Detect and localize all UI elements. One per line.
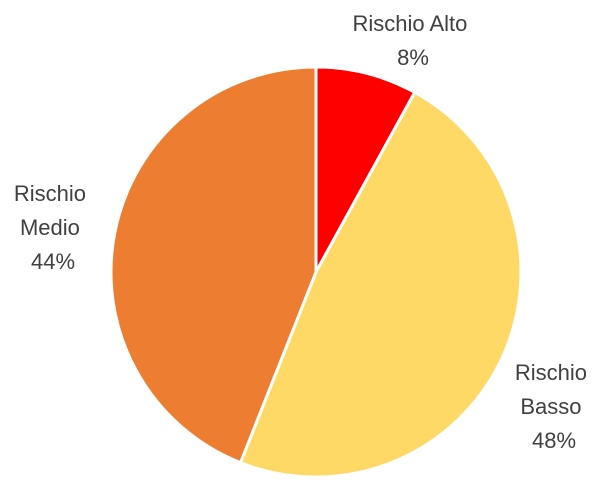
data-label-rischio-medio-line-2: Medio	[20, 215, 80, 240]
data-label-rischio-basso: Rischio Basso 48%	[515, 360, 593, 453]
pie-slices	[109, 65, 523, 479]
data-label-rischio-alto-line-2: 8%	[397, 45, 429, 70]
data-label-rischio-basso-line-1: Rischio	[515, 360, 587, 385]
pie-slice-rischio-medio	[109, 65, 318, 465]
data-label-rischio-medio-line-1: Rischio	[14, 181, 86, 206]
data-label-rischio-basso-line-3: 48%	[532, 428, 576, 453]
data-label-rischio-alto-line-1: Rischio Alto	[352, 11, 467, 36]
data-label-rischio-alto: Rischio Alto 8%	[352, 11, 473, 70]
pie-slice-rischio-alto	[314, 65, 417, 274]
pie-data-labels: Rischio Alto 8% Rischio Basso 48% Rischi…	[14, 11, 593, 453]
data-label-rischio-basso-line-2: Basso	[520, 394, 581, 419]
data-label-rischio-medio-line-3: 44%	[31, 249, 75, 274]
data-label-rischio-medio: Rischio Medio 44%	[14, 181, 92, 274]
pie-slice-rischio-basso	[239, 90, 523, 479]
